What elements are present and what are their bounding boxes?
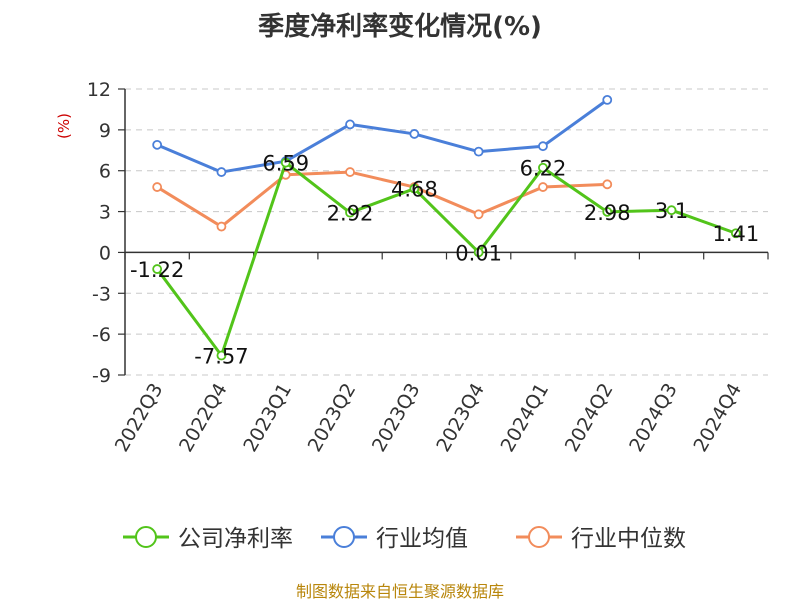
chart-title: 季度净利率变化情况(%) xyxy=(258,12,542,42)
legend-label: 行业中位数 xyxy=(571,526,686,552)
source-note: 制图数据来自恒生聚源数据库 xyxy=(295,582,504,601)
data-point xyxy=(152,264,163,274)
data-labels: -1.22 -7.57 6.59 2.92 4.68 0.01 6.22 2.98 3.1 1.4… xyxy=(130,152,759,369)
data-point xyxy=(152,182,163,192)
y-tick-label: 12 xyxy=(87,79,111,101)
x-tick-label: 2023Q1 xyxy=(239,380,296,456)
data-point xyxy=(216,350,227,361)
y-tick-label: -6 xyxy=(92,324,111,346)
data-point xyxy=(538,162,548,173)
data-point xyxy=(473,146,484,157)
y-tick-label: 0 xyxy=(99,242,111,264)
data-point xyxy=(345,207,355,218)
x-tick-label: 2023Q2 xyxy=(304,380,361,456)
data-point xyxy=(409,129,420,139)
data-point xyxy=(409,183,420,194)
data-label: 3.1 xyxy=(655,199,688,223)
data-point xyxy=(602,206,613,217)
x-tick-label: 2023Q3 xyxy=(368,380,425,456)
data-label: 2.98 xyxy=(584,201,631,225)
x-tick-label: 2024Q4 xyxy=(689,380,746,456)
y-tick-label: 6 xyxy=(99,161,111,183)
data-point xyxy=(602,94,613,105)
data-point xyxy=(473,209,484,220)
data-point xyxy=(730,228,741,239)
series-line xyxy=(156,170,608,229)
grid-lines xyxy=(125,88,768,376)
data-point xyxy=(216,221,227,232)
data-label: 6.59 xyxy=(262,152,309,176)
y-tick-label: 3 xyxy=(99,202,111,224)
data-point xyxy=(345,119,355,130)
series-line xyxy=(156,98,609,174)
y-tick-label: -9 xyxy=(92,365,111,387)
x-tick-label: 2023Q4 xyxy=(432,380,489,456)
x-tick-label: 2024Q1 xyxy=(497,380,554,456)
data-label: -1.22 xyxy=(130,258,184,282)
x-tick-label: 2024Q3 xyxy=(625,380,682,456)
y-tick-label: 9 xyxy=(99,120,111,142)
y-axis-unit: (%) xyxy=(55,113,73,139)
data-point xyxy=(280,157,291,168)
data-point xyxy=(216,167,227,177)
legend-marker xyxy=(135,526,157,548)
legend-marker xyxy=(528,526,550,548)
legend-marker xyxy=(333,526,355,548)
data-label: 1.41 xyxy=(712,222,759,246)
legend-label: 公司净利率 xyxy=(178,526,293,552)
data-point xyxy=(666,205,677,216)
data-point xyxy=(538,182,548,192)
data-label: 4.68 xyxy=(391,178,438,202)
data-label: -7.57 xyxy=(194,345,248,369)
x-tick-label: 2022Q3 xyxy=(111,380,168,456)
series-line xyxy=(155,161,737,358)
x-tick-label: 2024Q2 xyxy=(561,380,618,456)
x-tick-label: 2022Q4 xyxy=(175,380,232,456)
data-point xyxy=(152,139,163,150)
data-label: 2.92 xyxy=(327,202,374,226)
data-point xyxy=(473,247,484,258)
legend: 公司净利率 行业均值 行业中位数 xyxy=(123,526,686,552)
data-point xyxy=(345,167,355,177)
data-point xyxy=(538,141,548,152)
data-label: 0.01 xyxy=(455,241,502,265)
data-label: 6.22 xyxy=(520,157,567,181)
series-lines xyxy=(152,94,741,361)
legend-label: 行业均值 xyxy=(376,526,468,552)
y-tick-label: -3 xyxy=(92,283,111,305)
data-point xyxy=(602,179,613,190)
